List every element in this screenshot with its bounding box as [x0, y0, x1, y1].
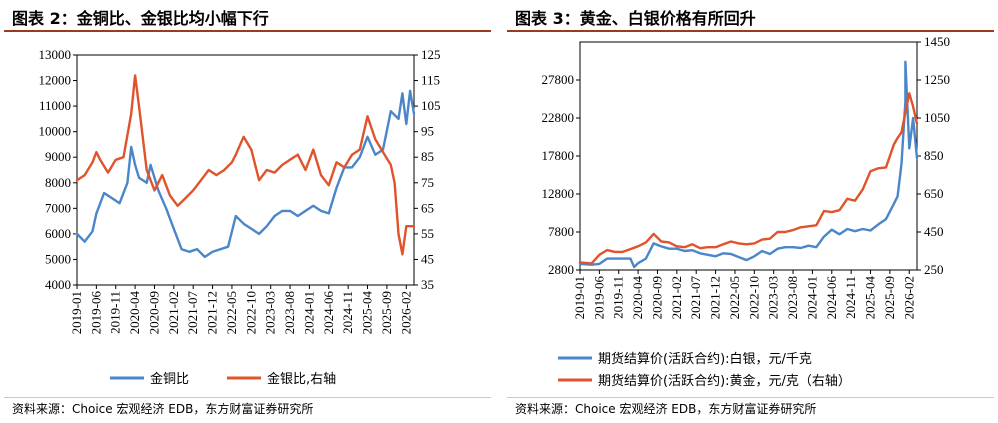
y-right-tick-label: 650 [924, 186, 944, 201]
x-tick-label: 2019-01 [572, 276, 587, 319]
x-tick-label: 2021-07 [688, 276, 703, 320]
x-tick-label: 2019-06 [88, 291, 103, 335]
x-tick-label: 2021-12 [708, 276, 723, 319]
x-tick-label: 2023-08 [785, 276, 800, 319]
source-divider [4, 397, 491, 398]
y-right-tick-label: 1250 [924, 72, 950, 87]
y-left-tick-label: 5000 [45, 251, 71, 266]
x-tick-label: 2025-04 [863, 276, 878, 320]
y-right-tick-label: 850 [924, 148, 944, 163]
x-tick-label: 2019-11 [611, 276, 626, 319]
chart-gold-ratios: 4000 5000 6000 7000 8000 9000 10000 11000 12000 1… [39, 47, 441, 387]
x-tick-label: 2022-10 [243, 291, 258, 334]
x-tick-label: 2026-02 [398, 291, 413, 334]
y-right-tick-label: 450 [924, 224, 944, 239]
source-divider [507, 397, 994, 398]
x-tick-label: 2024-11 [843, 276, 858, 319]
x-tick-label: 2021-07 [185, 291, 200, 335]
x-tick-label: 2020-04 [630, 276, 645, 320]
plot-frame [579, 41, 918, 271]
x-tick-label: 2020-09 [146, 291, 161, 334]
y-right-tick-label: 75 [421, 175, 434, 190]
chart-panel-gold-ratios: 图表 2：金铜比、金银比均小幅下行 4000 5000 6000 7000 8000 90… [0, 0, 495, 423]
y-left-tick-label: 4000 [45, 277, 71, 292]
x-tick-label: 2025-04 [360, 291, 375, 335]
x-tick-label: 2022-05 [224, 291, 239, 334]
x-tick-label: 2024-01 [301, 291, 316, 334]
chart-gold-silver-prices: 2800 7800 12800 17800 22800 27800 250 450 650 850… [542, 34, 951, 389]
source-note: 资料来源：Choice 宏观经济 EDB，东方财富证券研究所 [12, 402, 314, 416]
x-tick-label: 2024-06 [824, 276, 839, 320]
y-left-tick-label: 12000 [39, 73, 72, 88]
x-tick-label: 2024-06 [321, 291, 336, 335]
x-tick-label: 2021-02 [669, 276, 684, 319]
chart-title: 图表 2：金铜比、金银比均小幅下行 [12, 9, 269, 28]
x-tick-label: 2021-12 [205, 291, 220, 334]
title-divider [507, 30, 994, 32]
y-left-tick-label: 7800 [548, 224, 574, 239]
x-tick-label: 2020-09 [649, 276, 664, 319]
x-tick-label: 2021-02 [166, 291, 181, 334]
legend-label-0: 期货结算价(活跃合约):白银，元/千克 [598, 351, 812, 367]
y-left-tick-label: 6000 [45, 226, 71, 241]
y-right-tick-label: 95 [421, 124, 434, 139]
x-tick-label: 2020-04 [127, 291, 142, 335]
x-tick-label: 2026-02 [901, 276, 916, 319]
y-right-tick-label: 115 [421, 73, 440, 88]
series-line-0 [75, 89, 416, 259]
y-left-tick-label: 10000 [39, 124, 72, 139]
y-right-tick-label: 125 [421, 47, 441, 62]
y-right-tick-label: 45 [421, 251, 434, 266]
y-left-tick-label: 11000 [39, 98, 71, 113]
y-left-tick-label: 13000 [39, 47, 72, 62]
y-left-tick-label: 9000 [45, 149, 71, 164]
series-line-1 [75, 74, 416, 256]
legend-label-1: 期货结算价(活跃合约):黄金，元/克（右轴） [598, 373, 851, 389]
x-tick-label: 2022-10 [746, 276, 761, 319]
y-right-tick-label: 35 [421, 277, 434, 292]
x-tick-label: 2019-01 [69, 291, 84, 334]
y-right-tick-label: 65 [421, 200, 434, 215]
y-right-tick-label: 55 [421, 226, 434, 241]
y-right-tick-label: 105 [421, 98, 441, 113]
x-tick-label: 2024-11 [340, 291, 355, 334]
x-tick-label: 2023-03 [263, 291, 278, 334]
chart-title: 图表 3：黄金、白银价格有所回升 [515, 9, 756, 28]
x-tick-label: 2024-01 [804, 276, 819, 319]
y-right-tick-label: 85 [421, 149, 434, 164]
plot-frame [76, 54, 415, 286]
y-left-tick-label: 2800 [548, 262, 574, 277]
legend-label-1: 金银比,右轴 [267, 371, 336, 387]
chart-panel-gold-silver-prices: 图表 3：黄金、白银价格有所回升 2800 7800 12800 17800 22800… [503, 0, 998, 423]
source-note: 资料来源：Choice 宏观经济 EDB，东方财富证券研究所 [515, 402, 817, 416]
x-tick-label: 2023-03 [766, 276, 781, 319]
y-left-tick-label: 8000 [45, 175, 71, 190]
x-tick-label: 2019-06 [591, 276, 606, 320]
x-tick-label: 2019-11 [108, 291, 123, 334]
y-left-tick-label: 27800 [542, 72, 575, 87]
title-divider [4, 30, 491, 32]
series-line-0 [578, 60, 919, 269]
x-tick-label: 2025-09 [379, 291, 394, 334]
y-right-tick-label: 1450 [924, 34, 950, 49]
y-right-tick-label: 250 [924, 262, 944, 277]
y-left-tick-label: 12800 [542, 186, 575, 201]
x-tick-label: 2022-05 [727, 276, 742, 319]
y-left-tick-label: 17800 [542, 148, 575, 163]
x-tick-label: 2025-09 [882, 276, 897, 319]
y-left-tick-label: 22800 [542, 110, 575, 125]
x-tick-label: 2023-08 [282, 291, 297, 334]
y-left-tick-label: 7000 [45, 200, 71, 215]
y-right-tick-label: 1050 [924, 110, 950, 125]
series-line-1 [578, 92, 919, 265]
legend-label-0: 金铜比 [150, 371, 189, 387]
